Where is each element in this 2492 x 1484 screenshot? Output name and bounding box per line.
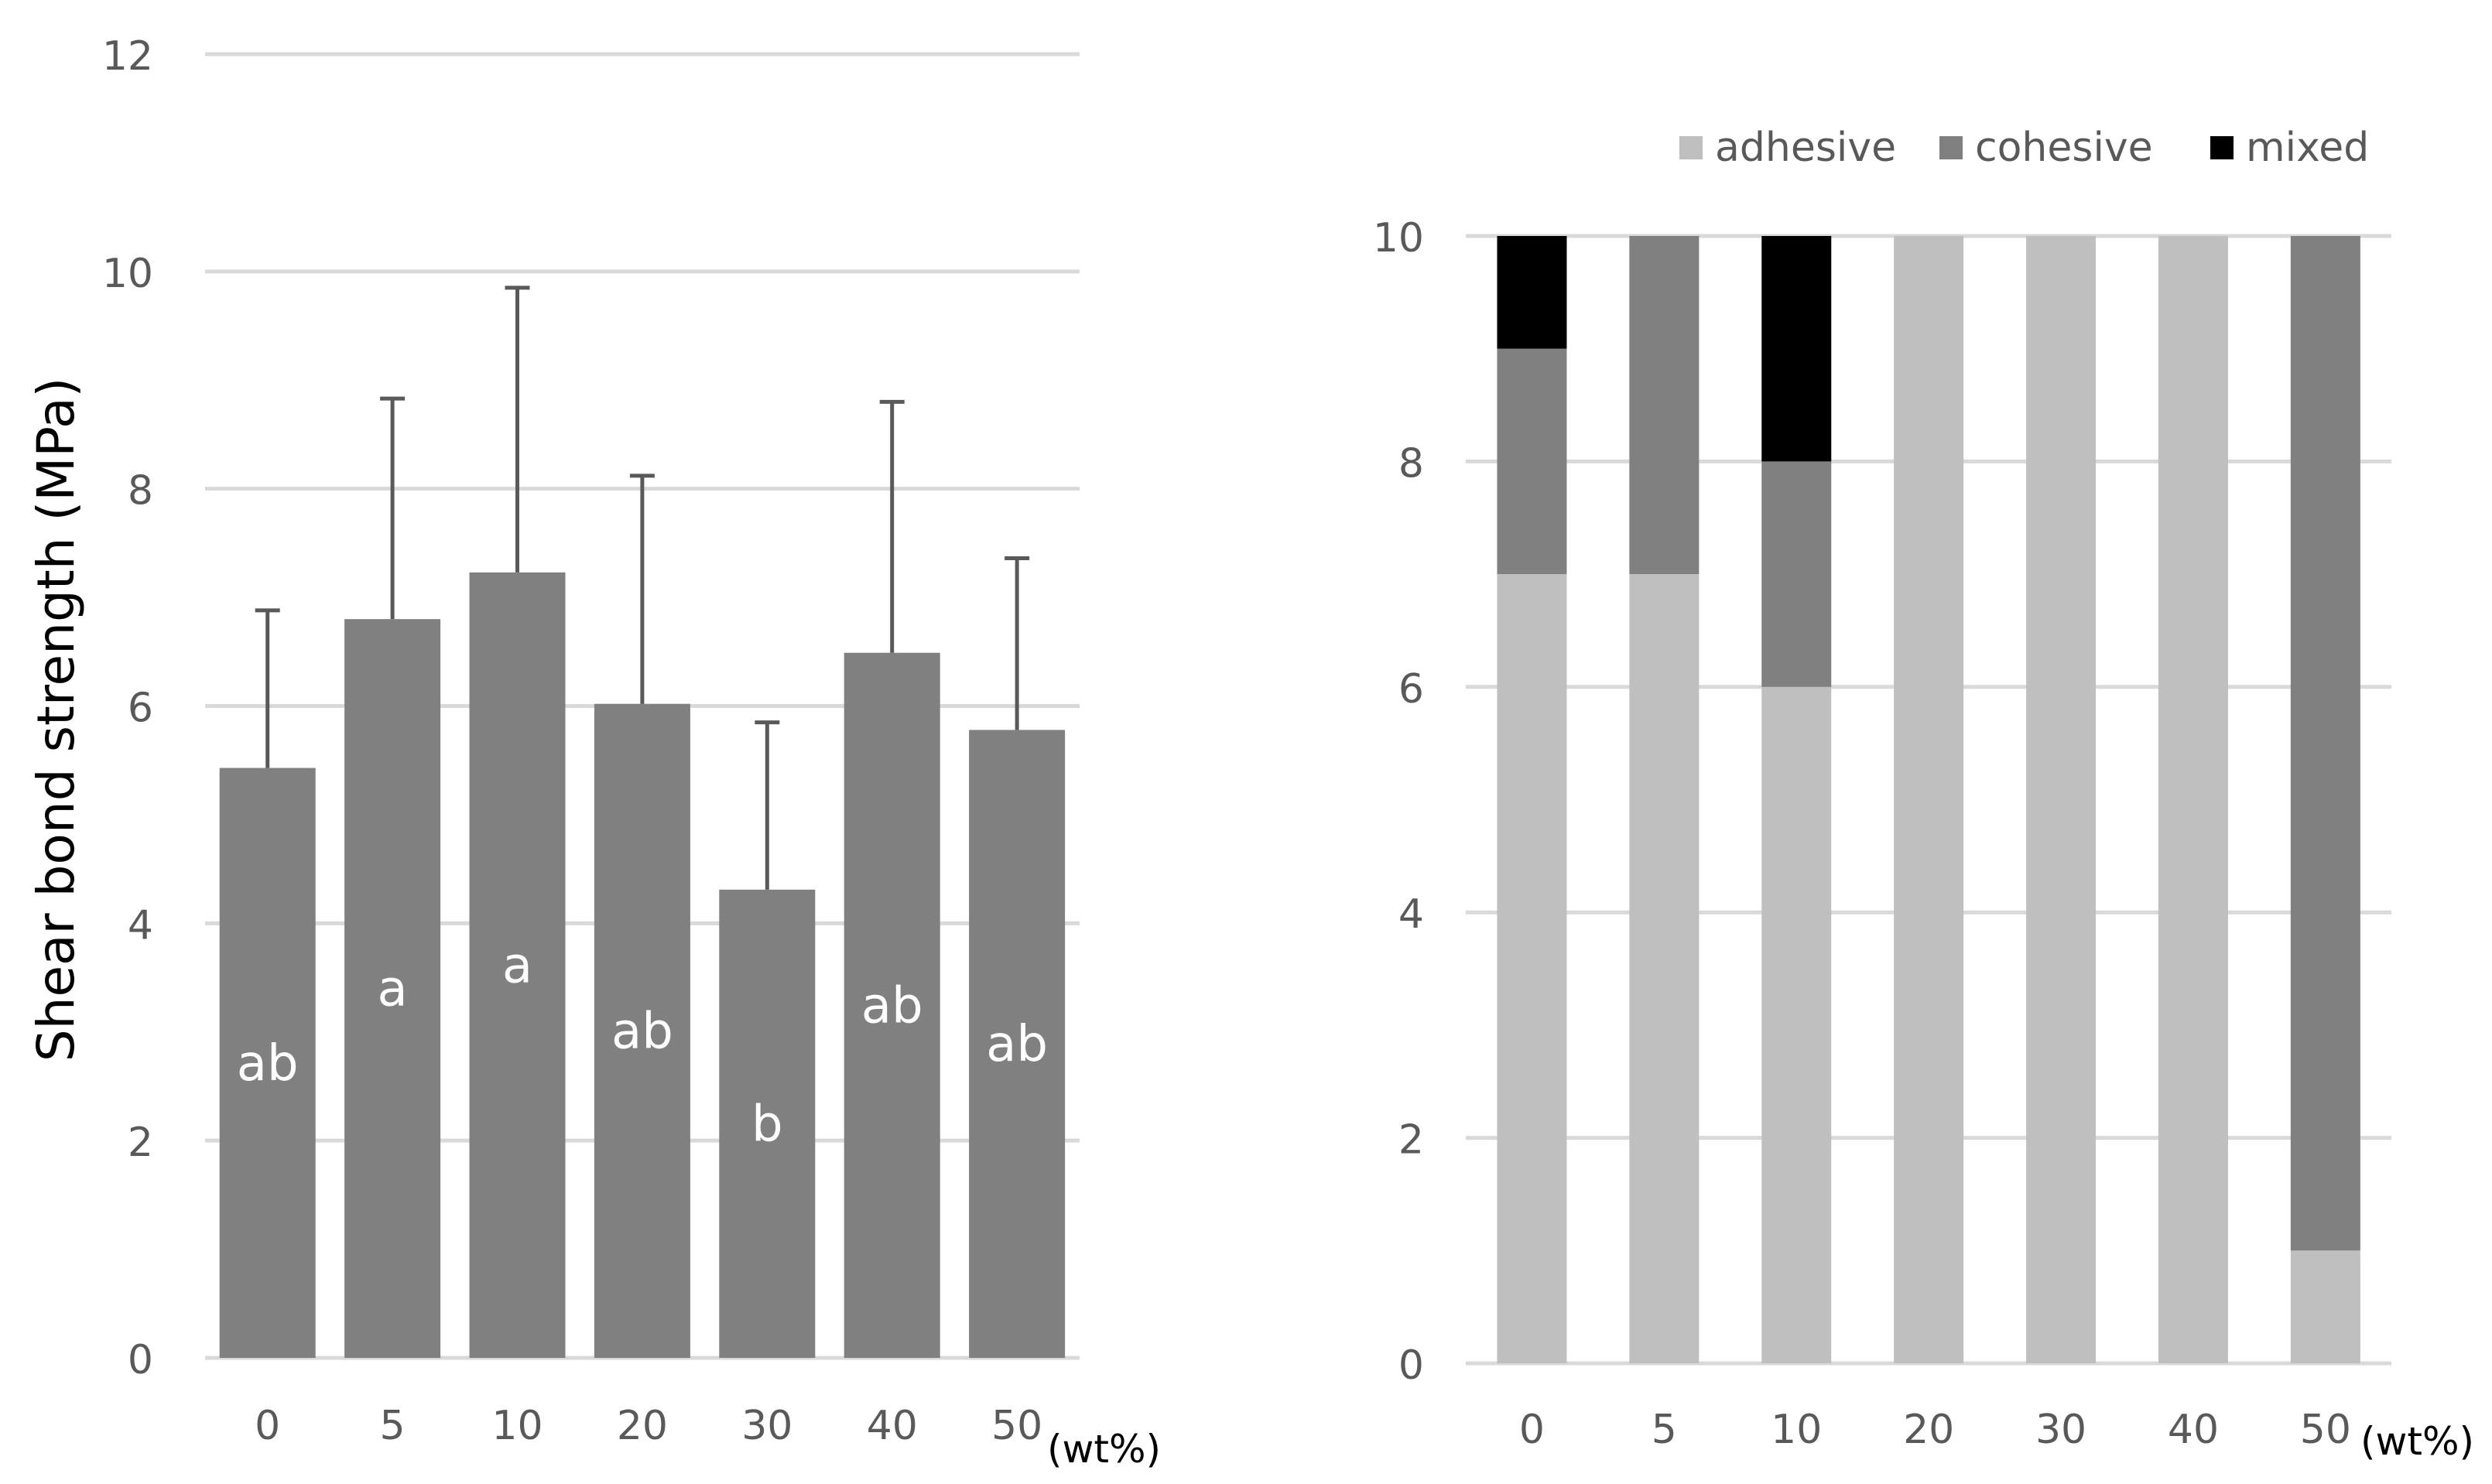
bar-0: [219, 768, 316, 1358]
shear-bond-strength-chart: 0 2 4 6 8 10 12 ab 0 a 5 a 10 ab 20 b 30 ab 40 ab 50 (wt%) She…: [26, 33, 1161, 1472]
x-tick-label: 5: [1652, 1407, 1677, 1453]
x-unit-label: (wt%): [1047, 1427, 1161, 1472]
y-tick-label: 0: [1398, 1342, 1424, 1389]
segment-adhesive-20: [1894, 236, 1964, 1363]
group-letter: ab: [237, 1035, 299, 1092]
x-tick-label: 20: [617, 1403, 668, 1449]
group-letter: a: [502, 937, 532, 994]
y-tick-label: 0: [128, 1337, 153, 1383]
y-tick-label: 10: [102, 251, 153, 297]
x-tick-label: 20: [1903, 1407, 1954, 1453]
x-tick-label: 30: [2035, 1407, 2086, 1453]
bar-20: [594, 703, 690, 1358]
segment-cohesive-0: [1497, 348, 1567, 575]
y-axis-label: Shear bond strength (MPa): [26, 378, 86, 1062]
group-letter: a: [377, 961, 407, 1018]
segment-mixed-10: [1761, 236, 1832, 462]
bar-10: [469, 572, 566, 1358]
group-letter: ab: [986, 1016, 1048, 1073]
group-letter: ab: [611, 1003, 673, 1060]
group-letter: b: [751, 1096, 783, 1153]
x-unit-label: (wt%): [2360, 1419, 2474, 1464]
segment-adhesive-0: [1497, 574, 1567, 1363]
bar-40: [844, 652, 940, 1358]
x-tick-label: 0: [1519, 1407, 1545, 1453]
x-tick-label: 30: [741, 1403, 792, 1449]
legend-swatch-adhesive: [1679, 136, 1703, 159]
legend-swatch-cohesive: [1939, 136, 1963, 159]
legend-label-adhesive: adhesive: [1715, 125, 1896, 171]
legend-label-cohesive: cohesive: [1975, 125, 2153, 171]
legend-swatch-mixed: [2210, 136, 2234, 159]
x-tick-label: 10: [1771, 1407, 1822, 1453]
y-tick-label: 2: [1398, 1117, 1424, 1164]
x-tick-label: 50: [991, 1403, 1042, 1449]
y-tick-label: 4: [1398, 891, 1424, 938]
group-letter: ab: [861, 977, 923, 1034]
segment-cohesive-10: [1761, 461, 1832, 687]
segment-adhesive-5: [1629, 574, 1700, 1363]
segment-adhesive-50: [2290, 1250, 2360, 1363]
bar-5: [344, 619, 441, 1358]
segment-adhesive-30: [2026, 236, 2097, 1363]
y-tick-label: 6: [128, 686, 153, 732]
y-tick-label: 10: [1373, 215, 1424, 262]
y-tick-label: 2: [128, 1120, 153, 1166]
x-tick-label: 40: [2168, 1407, 2219, 1453]
x-tick-label: 5: [380, 1403, 406, 1449]
x-tick-label: 10: [491, 1403, 543, 1449]
y-tick-label: 4: [128, 902, 153, 949]
y-tick-label: 6: [1398, 666, 1424, 713]
segment-cohesive-5: [1629, 236, 1700, 575]
x-tick-label: 50: [2300, 1407, 2351, 1453]
bar-50: [969, 730, 1066, 1358]
y-tick-label: 8: [1398, 440, 1424, 487]
x-tick-label: 40: [867, 1403, 918, 1449]
x-tick-label: 0: [255, 1403, 280, 1449]
legend-label-mixed: mixed: [2246, 125, 2369, 171]
y-tick-label: 8: [128, 468, 153, 515]
segment-adhesive-10: [1761, 686, 1832, 1363]
y-tick-label: 12: [102, 33, 153, 80]
bar-30: [719, 889, 816, 1358]
segment-cohesive-50: [2290, 236, 2360, 1251]
failure-mode-chart: 0 2 4 6 8 10 0 5 10 20 30 40 50 (wt%) adhesive cohesive…: [1373, 125, 2474, 1464]
segment-adhesive-40: [2158, 236, 2228, 1363]
segment-mixed-0: [1497, 236, 1567, 349]
